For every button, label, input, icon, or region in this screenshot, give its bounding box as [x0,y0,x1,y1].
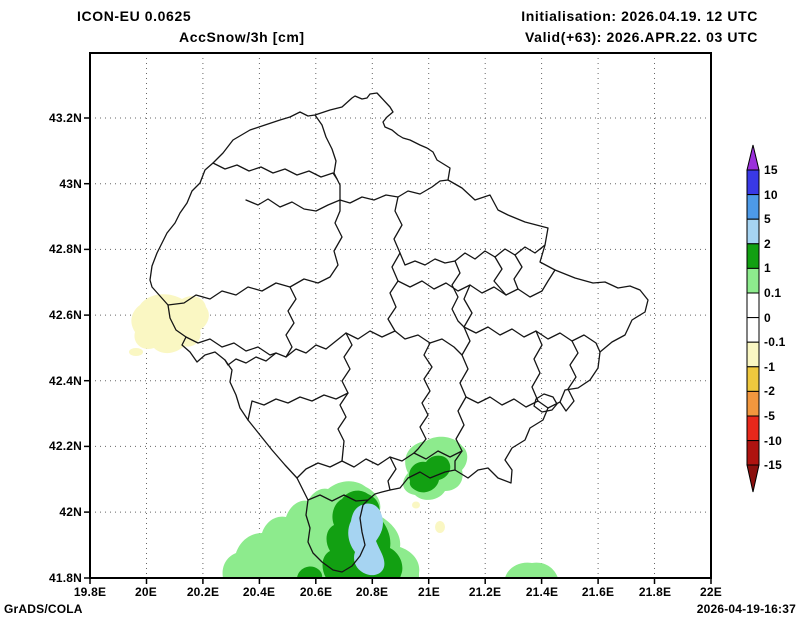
x-tick-label: 21E [418,585,440,599]
shade-yellow-speck-south1 [435,521,445,533]
municipal-line [185,336,277,356]
municipal-line [307,494,369,502]
init-time: Initialisation: 2026.04.19. 12 UTC [521,8,758,24]
y-tick-label: 43N [59,177,82,191]
shade-darkgreen-southeast [409,455,451,493]
municipal-enclave [533,393,558,413]
colorbar-segment [746,440,760,466]
x-tick-label: 20.2E [186,585,220,599]
x-tick-label: 21.6E [581,585,615,599]
x-tick-label: 20.8E [355,585,389,599]
municipal-line [212,162,338,180]
colorbar-label: 2 [764,237,771,251]
municipal-line [397,269,556,298]
x-tick-label: 21.8E [638,585,672,599]
y-tick-label: 42.2N [48,439,82,453]
map-gridlines [90,53,711,578]
y-tick-label: 42.6N [48,308,82,322]
colorbar-segment [746,415,760,442]
colorbar-label: -5 [764,409,776,423]
colorbar-segment [746,243,760,269]
kosovo-borders [149,92,649,573]
municipal-line [531,330,543,402]
shade-green-bottom-right [505,562,558,578]
colorbar-segment [746,169,760,196]
colorbar-label: -0.1 [764,335,786,349]
colorbar-label: 5 [764,212,771,226]
colorbar-label: 10 [764,188,778,202]
municipal-line [167,199,343,306]
municipal-line [413,342,433,454]
municipal-line [559,340,579,412]
valid-time: Valid(+63): 2026.APR.22. 03 UTC [525,29,758,45]
municipal-line [454,284,473,471]
colorbar-label: -15 [764,458,782,472]
municipal-line [296,450,463,479]
shade-yellow-speck-west [129,348,143,356]
colorbar-segment [746,341,760,368]
map-frame [89,52,712,579]
y-tick-label: 43.2N [48,111,82,125]
grads-credit: GrADS/COLA [4,602,83,616]
colorbar-label: -2 [764,384,776,398]
x-tick-label: 20E [135,585,157,599]
creation-timestamp: 2026-04-19-16:37 [696,602,796,616]
y-tick-label: 42.4N [48,374,82,388]
municipal-line [399,244,546,266]
municipal-line [245,179,449,212]
colorbar-segment [746,366,760,392]
municipal-line [285,286,297,358]
municipal-line [247,392,349,421]
snow-shading [129,294,558,578]
x-tick-label: 21.4E [525,585,559,599]
municipal-line [387,456,397,491]
municipal-line [314,114,341,201]
x-tick-label: 21.2E [468,585,502,599]
x-tick-label: 20.4E [242,585,276,599]
y-tick-label: 41.8N [48,571,82,585]
municipal-line [224,196,403,366]
colorbar-label: 0.1 [764,286,782,300]
x-tick-label: 22E [700,585,722,599]
colorbar-segment [746,390,760,417]
axis-ticks [84,117,712,584]
colorbar-label: -1 [764,360,776,374]
shade-darkgreen-bottom-spot [297,566,323,578]
colorbar-segment [746,317,760,343]
municipal-line [463,326,601,353]
x-tick-label: 19.8E [73,585,107,599]
colorbar-arrow-top [746,144,760,171]
colorbar-segment [746,194,760,220]
field-title: AccSnow/3h [cm] [179,29,305,45]
shade-blue-core [348,503,385,576]
colorbar-label: 1 [764,261,771,275]
colorbar-segment [746,292,760,319]
model-title: ICON-EU 0.0625 [77,8,192,24]
shade-yellow-west [131,294,209,354]
colorbar-label: 15 [764,163,778,177]
colorbar-segment [746,218,760,245]
y-tick-label: 42N [59,505,82,519]
y-tick-label: 42.8N [48,242,82,256]
colorbar-segment [746,267,760,294]
colorbar-arrow-bottom [746,464,760,493]
kosovo-outline [149,92,649,573]
municipal-line [513,254,523,290]
municipal-line [451,260,465,328]
x-tick-label: 20.6E [299,585,333,599]
shade-yellow-speck-south2 [412,501,420,509]
colorbar-label: 0 [764,311,771,325]
colorbar-label: -10 [764,434,782,448]
colorbar [746,144,760,493]
map-area [84,52,712,584]
municipal-line [465,396,549,409]
municipal-line [493,256,507,296]
